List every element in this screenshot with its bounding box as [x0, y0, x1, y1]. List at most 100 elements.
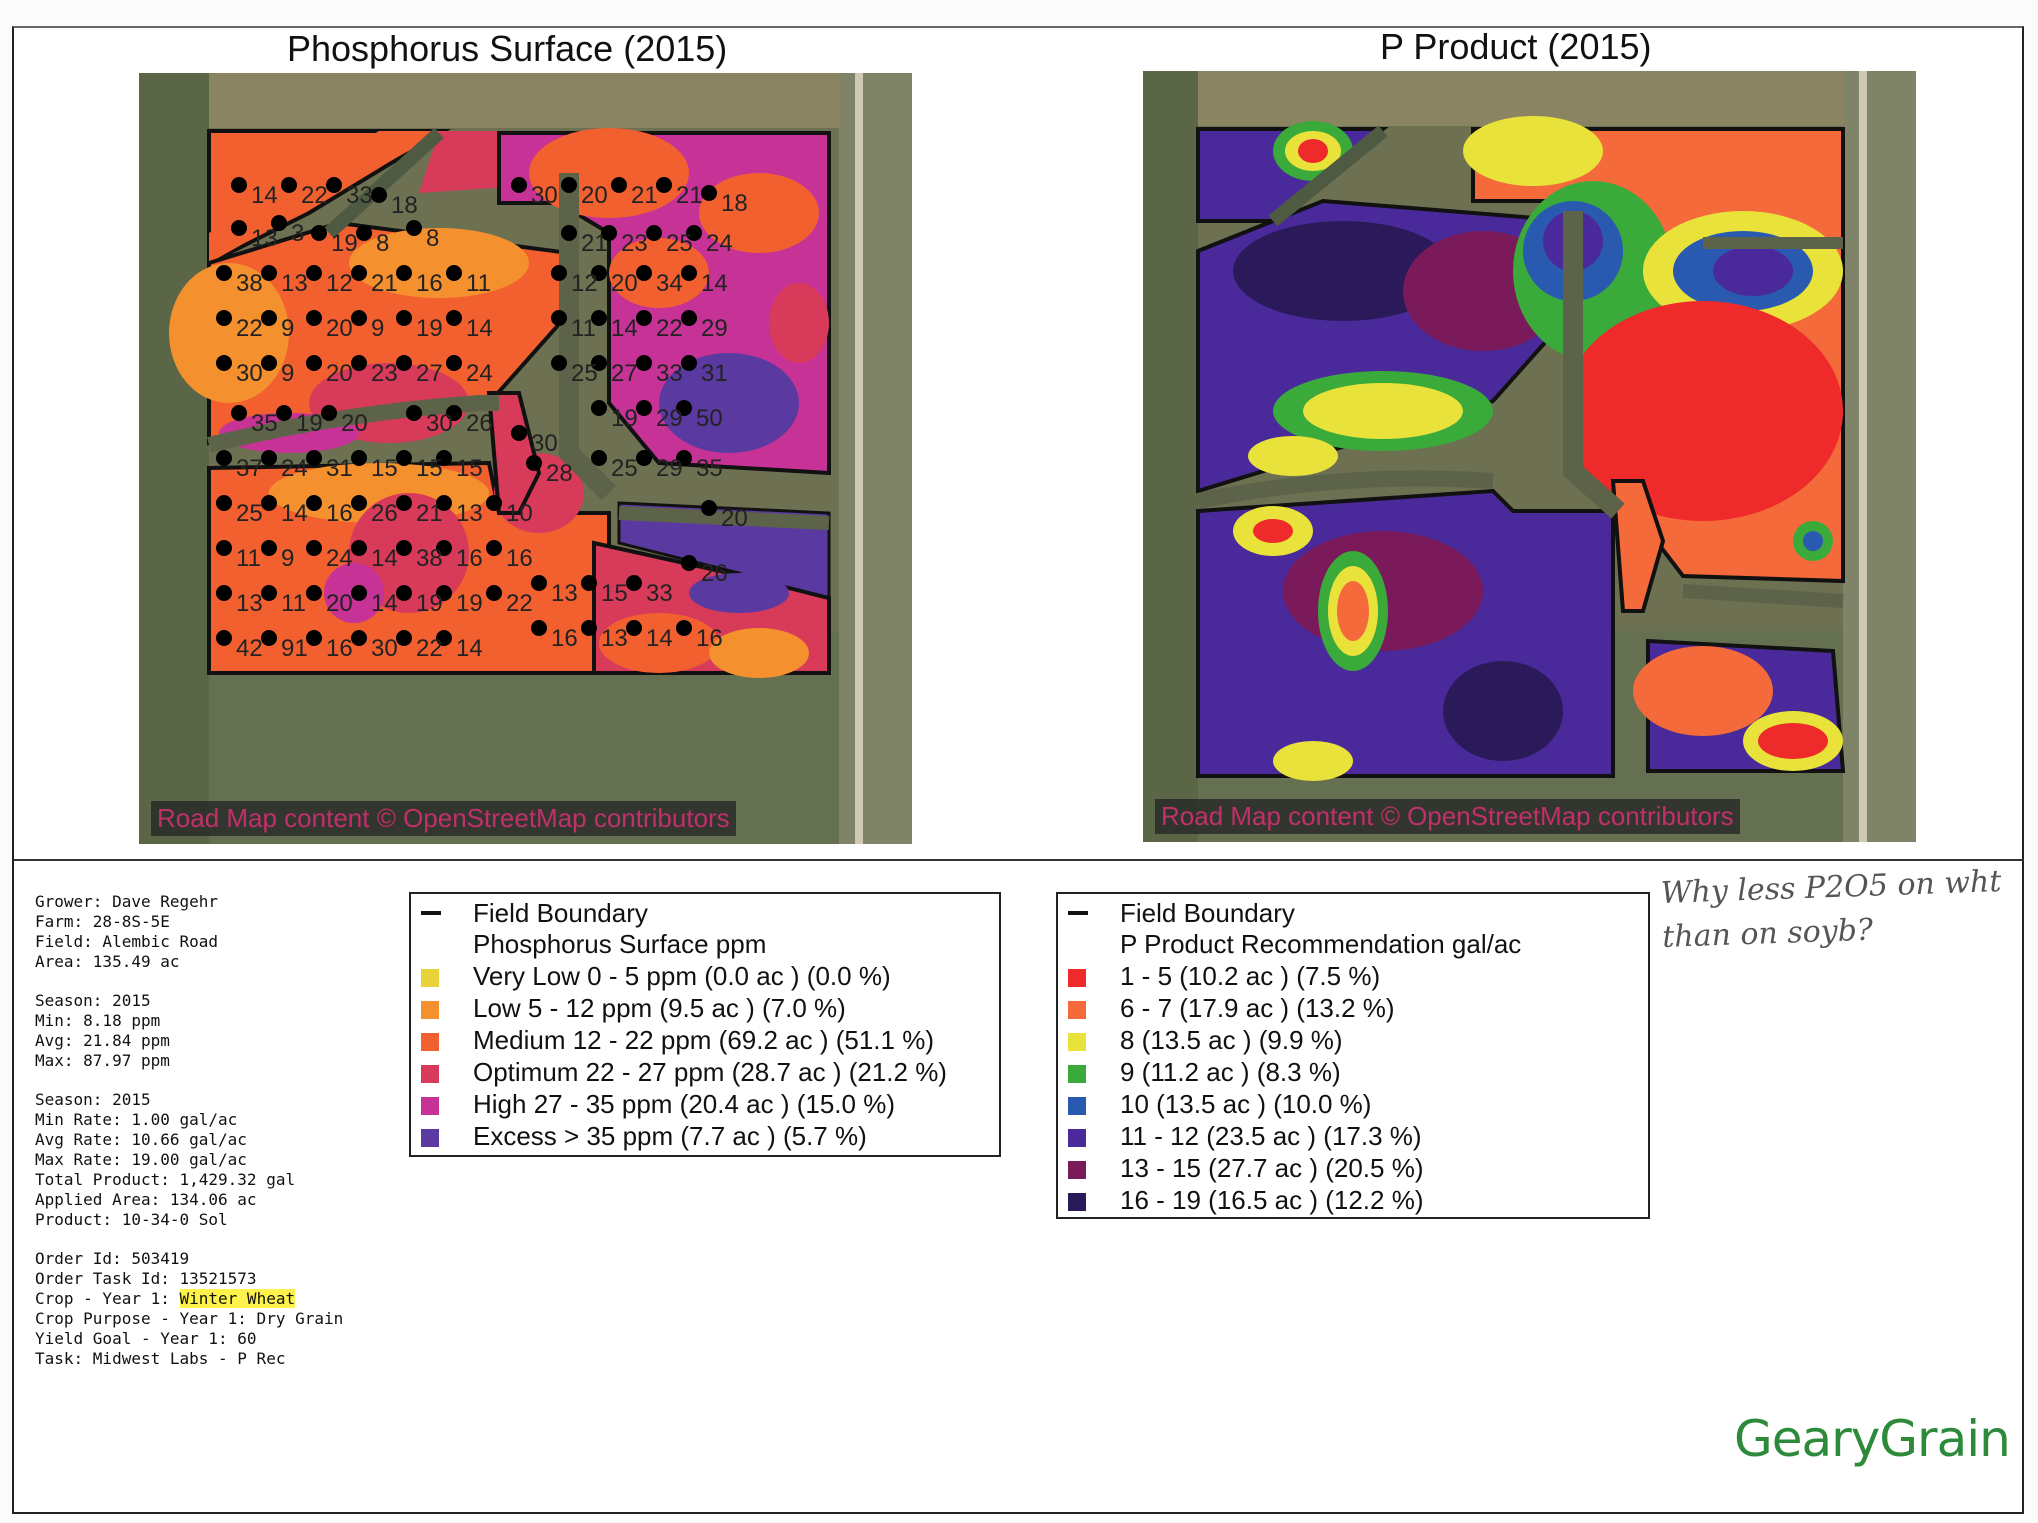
sample-value: 14 — [281, 500, 308, 527]
phosphorus-map-title: Phosphorus Surface (2015) — [287, 28, 728, 69]
sample-value: 11 — [281, 590, 306, 617]
sample-value: 25 — [236, 500, 263, 527]
sample-point — [261, 310, 277, 326]
sample-point — [396, 450, 412, 466]
sample-value: 14 — [456, 635, 483, 662]
legend-swatch — [1068, 1161, 1086, 1179]
sample-value: 21 — [581, 230, 608, 257]
sample-value: 19 — [456, 590, 483, 617]
sample-point — [561, 177, 577, 193]
sample-point — [531, 575, 547, 591]
sample-value: 25 — [571, 360, 598, 387]
map-attribution: Road Map content © OpenStreetMap contrib… — [1155, 799, 1740, 834]
sample-value: 16 — [696, 625, 723, 652]
sample-value: 13 — [601, 625, 628, 652]
sample-value: 29 — [656, 405, 683, 432]
sample-point — [406, 405, 422, 421]
sample-point — [396, 585, 412, 601]
sample-point — [581, 620, 597, 636]
gearygrain-logo: GearyGrain — [1734, 1410, 2011, 1468]
sample-value: 14 — [251, 182, 278, 209]
sample-value: 9 — [281, 545, 294, 572]
legend-item-label: 13 - 15 (27.7 ac ) (20.5 %) — [1120, 1153, 1424, 1183]
sample-point — [276, 405, 292, 421]
sample-point — [436, 450, 452, 466]
sample-value: 20 — [326, 315, 353, 342]
info-min-rate: Min Rate: 1.00 gal/ac — [35, 1110, 238, 1129]
sample-value: 25 — [611, 455, 638, 482]
legend-swatch — [421, 1033, 439, 1051]
sample-point — [351, 265, 367, 281]
sample-point — [636, 355, 652, 371]
legend-boundary-label: Field Boundary — [1120, 898, 1295, 928]
field-west-north — [169, 129, 571, 453]
sample-point — [551, 310, 567, 326]
sample-value: 35 — [696, 455, 723, 482]
sample-value: 14 — [611, 315, 638, 342]
sample-point — [396, 355, 412, 371]
legend-item-label: Low 5 - 12 ppm (9.5 ac ) (7.0 %) — [473, 993, 846, 1023]
phosphorus-legend: Field Boundary Phosphorus Surface ppm Ve… — [409, 892, 1001, 1157]
sample-point — [271, 215, 287, 231]
sample-value: 22 — [236, 315, 263, 342]
sample-value: 29 — [701, 315, 728, 342]
sample-value: 9 — [281, 315, 294, 342]
legend-item-label: High 27 - 35 ppm (20.4 ac ) (15.0 %) — [473, 1089, 895, 1119]
legend-swatch — [1068, 1033, 1086, 1051]
sample-value: 31 — [326, 455, 353, 482]
info-avg: Avg: 21.84 ppm — [35, 1031, 170, 1050]
sample-value: 28 — [546, 460, 573, 487]
map-attribution: Road Map content © OpenStreetMap contrib… — [151, 801, 736, 836]
sample-point — [216, 450, 232, 466]
sample-point — [261, 585, 277, 601]
sample-value: 12 — [571, 270, 598, 297]
product-field-southeast — [1633, 638, 1846, 773]
sample-value: 13 — [551, 580, 578, 607]
sample-point — [306, 265, 322, 281]
sample-value: 22 — [416, 635, 443, 662]
sample-point — [351, 495, 367, 511]
legend-swatch — [421, 1065, 439, 1083]
sample-point — [396, 630, 412, 646]
legend-heading: Phosphorus Surface ppm — [473, 929, 767, 959]
product-field-west-south — [1196, 488, 1615, 781]
legend-item-label: Medium 12 - 22 ppm (69.2 ac ) (51.1 %) — [473, 1025, 934, 1055]
sample-point — [686, 225, 702, 241]
soil-sample-points — [216, 177, 717, 646]
info-max: Max: 87.97 ppm — [35, 1051, 170, 1070]
sample-value: 19 — [296, 410, 323, 437]
sample-value: 19 — [331, 230, 358, 257]
sample-value: 20 — [611, 270, 638, 297]
sample-value: 16 — [416, 270, 443, 297]
sample-value: 50 — [696, 405, 723, 432]
sample-value: 16 — [326, 500, 353, 527]
sample-value: 14 — [371, 590, 398, 617]
sample-point — [306, 630, 322, 646]
legend-item-label: 11 - 12 (23.5 ac ) (17.3 %) — [1120, 1121, 1422, 1151]
sample-point — [531, 620, 547, 636]
sample-value: 15 — [416, 455, 443, 482]
sample-point — [446, 355, 462, 371]
legend-swatch — [1068, 969, 1086, 987]
sample-point — [446, 310, 462, 326]
sample-value: 15 — [371, 455, 398, 482]
product-field-strip — [1610, 479, 1666, 613]
legend-item-label: Optimum 22 - 27 ppm (28.7 ac ) (21.2 %) — [473, 1057, 947, 1087]
info-field: Field: Alembic Road — [35, 932, 219, 951]
sample-value: 13 — [456, 500, 483, 527]
sample-point — [701, 185, 717, 201]
legend-swatch — [1068, 1001, 1086, 1019]
sample-point — [351, 450, 367, 466]
legend-boundary-label: Field Boundary — [473, 898, 648, 928]
sample-point — [486, 540, 502, 556]
sample-point — [591, 355, 607, 371]
sample-point — [601, 225, 617, 241]
sample-value: 14 — [701, 270, 728, 297]
sample-value: 27 — [611, 360, 638, 387]
sample-value: 19 — [416, 315, 443, 342]
sample-value: 20 — [721, 505, 748, 532]
sample-value: 20 — [341, 410, 368, 437]
legend-item-label: 6 - 7 (17.9 ac ) (13.2 %) — [1120, 993, 1395, 1023]
sample-point — [306, 540, 322, 556]
